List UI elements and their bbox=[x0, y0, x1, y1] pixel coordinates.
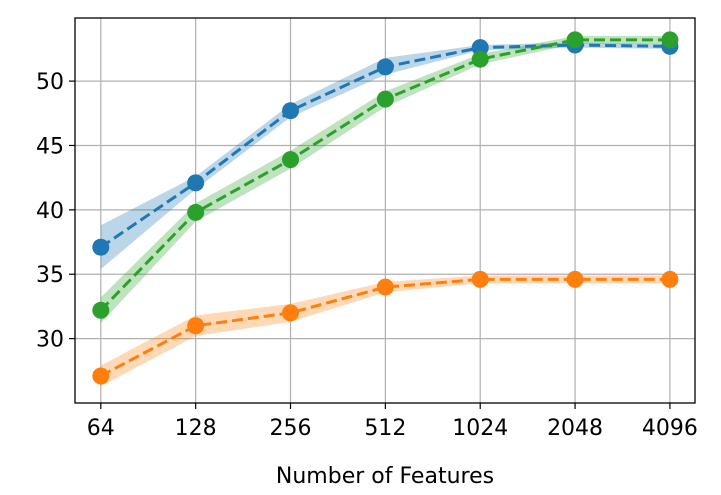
series-2-point bbox=[566, 270, 584, 288]
x-tick-label: 64 bbox=[87, 416, 115, 441]
series-2-point bbox=[92, 367, 110, 385]
series-markers bbox=[92, 31, 679, 385]
x-tick-label: 1024 bbox=[452, 416, 508, 441]
series-2-point bbox=[471, 270, 489, 288]
series-3-point bbox=[566, 31, 584, 49]
series-2-point bbox=[661, 270, 679, 288]
x-tick-label: 2048 bbox=[547, 416, 603, 441]
series-3-point bbox=[282, 151, 300, 169]
grid bbox=[75, 18, 695, 403]
series-2-point bbox=[282, 304, 300, 322]
x-tick-label: 512 bbox=[364, 416, 406, 441]
series-1-point bbox=[282, 102, 300, 120]
x-tick-label: 128 bbox=[175, 416, 217, 441]
x-axis-label: Number of Features bbox=[276, 464, 494, 489]
series-3-point bbox=[92, 301, 110, 319]
y-tick-label: 40 bbox=[36, 199, 64, 224]
series-2-band bbox=[100, 275, 670, 387]
series-1-point bbox=[376, 58, 394, 76]
series-2-point bbox=[187, 317, 205, 335]
x-tick-label: 4096 bbox=[642, 416, 698, 441]
series-1-point bbox=[187, 174, 205, 192]
series-3-point bbox=[376, 90, 394, 108]
series-1-point bbox=[92, 238, 110, 256]
series-2-point bbox=[376, 278, 394, 296]
series-3-point bbox=[187, 203, 205, 221]
y-tick-label: 35 bbox=[36, 263, 64, 288]
series-3-point bbox=[661, 31, 679, 49]
y-tick-label: 30 bbox=[36, 328, 64, 353]
y-tick-label: 50 bbox=[36, 70, 64, 95]
y-tick-label: 45 bbox=[36, 134, 64, 159]
series-3-point bbox=[471, 50, 489, 68]
x-tick-label: 256 bbox=[270, 416, 312, 441]
axis-ticks: 64 128 256 512 1024 2048 4096 30 35 40 45 50 bbox=[36, 70, 698, 441]
